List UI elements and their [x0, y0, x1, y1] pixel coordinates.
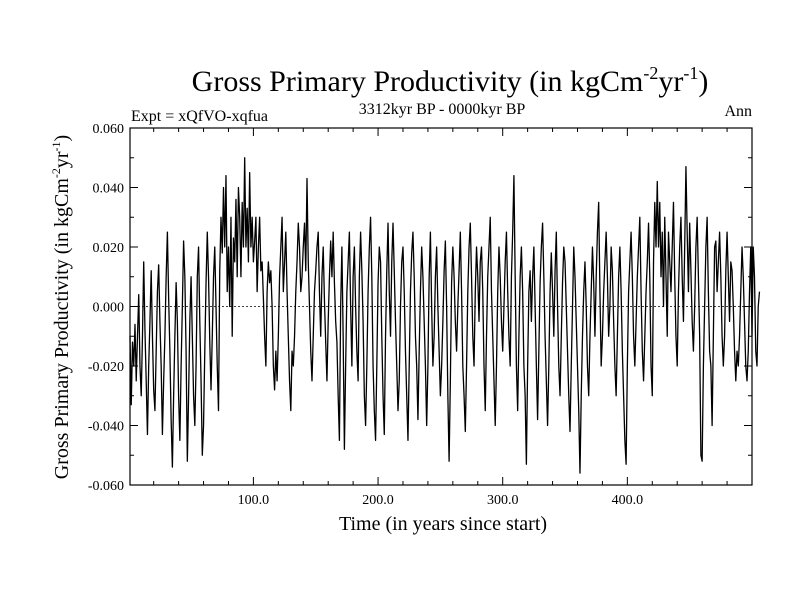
y-ticks: -0.060 -0.040 -0.020 0.000 0.020 0.040 0.060 — [88, 122, 752, 494]
chart-title: Gross Primary Productivity (in kgCm-2yr-… — [192, 63, 709, 98]
y-tick-label: -0.020 — [88, 360, 124, 375]
y-axis-label-sup2: -1 — [49, 141, 63, 151]
y-tick-label: 0.000 — [93, 301, 125, 316]
y-axis-label-mid: yr — [51, 151, 73, 168]
y-tick-label: 0.060 — [93, 122, 125, 137]
y-tick-label: -0.060 — [88, 479, 124, 494]
plot-area-frame — [129, 127, 753, 486]
experiment-label: Expt = xQfVO-xqfua — [131, 108, 268, 125]
chart-title-mid: yr — [658, 65, 683, 98]
y-axis-label-main: Gross Primary Productivity (in kgCm — [51, 178, 73, 480]
x-tick-label: 400.0 — [612, 493, 644, 508]
y-tick-label: -0.040 — [88, 420, 124, 435]
y-tick-label: 0.040 — [93, 182, 125, 197]
x-ticks: 100.0 200.0 300.0 400.0 — [153, 128, 728, 508]
chart-title-end: ) — [698, 65, 708, 98]
time-range-label: 3312kyr BP - 0000kyr BP — [359, 101, 526, 118]
chart-title-main: Gross Primary Productivity (in kgCm — [192, 65, 644, 98]
chart-title-sup1: -2 — [643, 63, 658, 83]
y-tick-label: 0.020 — [93, 241, 125, 256]
x-tick-label: 200.0 — [362, 493, 394, 508]
y-axis-label: Gross Primary Productivity (in kgCm-2yr-… — [49, 135, 73, 479]
series-line-gpp — [129, 157, 761, 474]
y-axis-label-end: ) — [51, 135, 73, 142]
chart-title-sup2: -1 — [683, 63, 698, 83]
x-tick-label: 300.0 — [487, 493, 519, 508]
season-label: Ann — [724, 103, 752, 120]
x-axis-label: Time (in years since start) — [339, 513, 547, 535]
x-tick-label: 100.0 — [238, 493, 270, 508]
y-axis-label-sup1: -2 — [49, 168, 63, 178]
